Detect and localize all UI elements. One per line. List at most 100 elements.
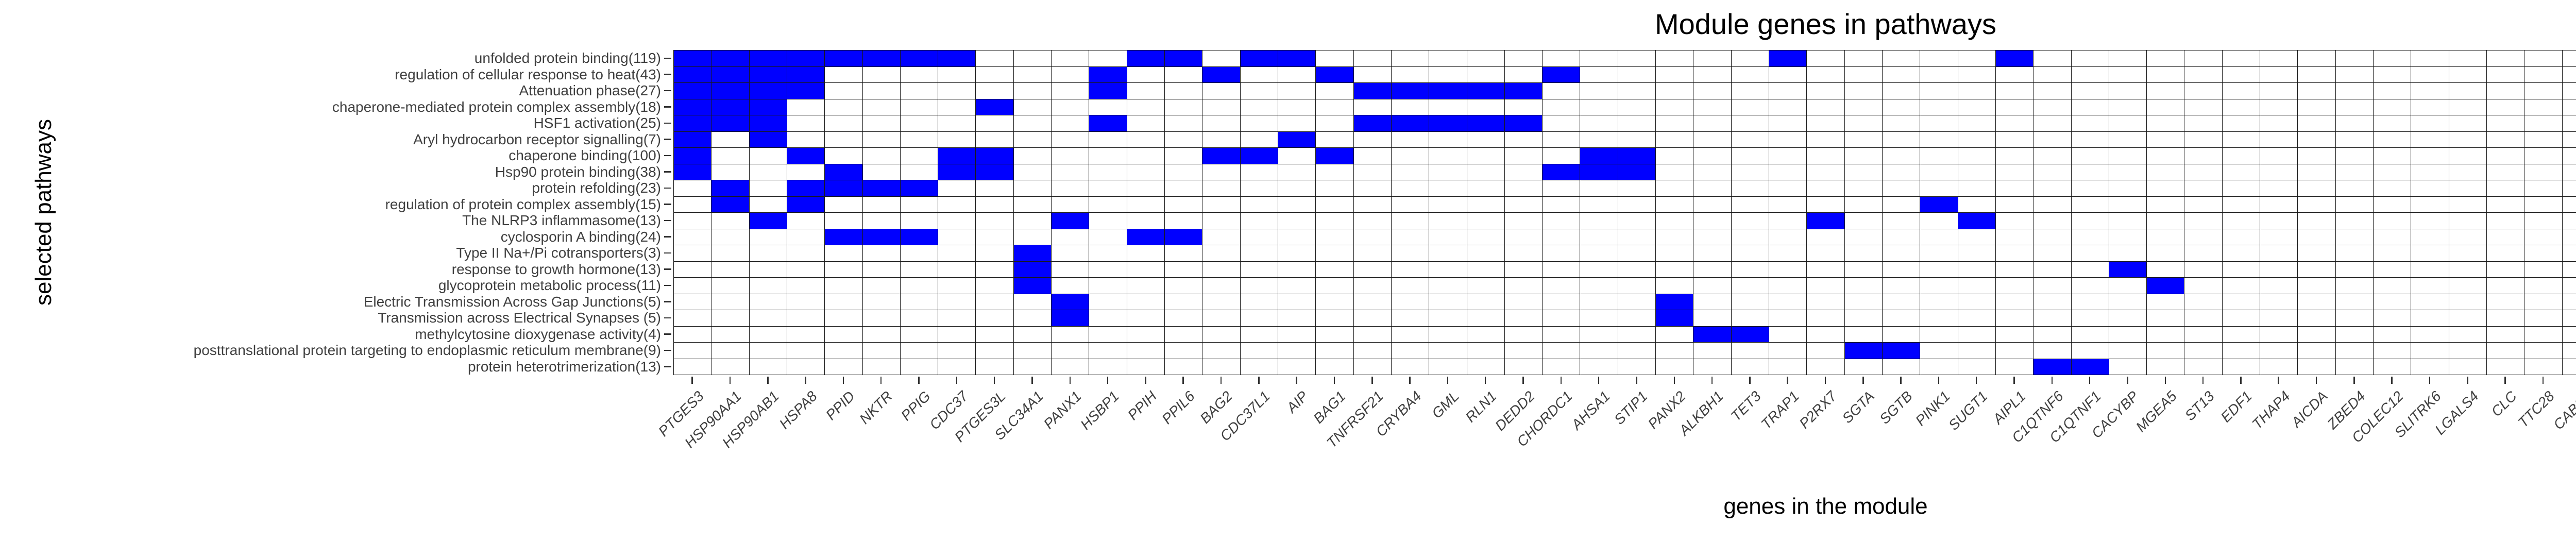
heatmap-cell bbox=[1165, 343, 1203, 359]
x-tick bbox=[1900, 377, 1902, 384]
heatmap-cell bbox=[1543, 196, 1581, 213]
heatmap-cell bbox=[2335, 359, 2374, 375]
heatmap-cell bbox=[1353, 229, 1392, 245]
heatmap-cell bbox=[1278, 148, 1316, 164]
heatmap-cell bbox=[1769, 83, 1807, 99]
y-tick bbox=[664, 219, 671, 221]
heatmap-cell bbox=[1618, 131, 1656, 148]
heatmap-cell bbox=[749, 148, 787, 164]
heatmap-cell bbox=[1052, 196, 1090, 213]
heatmap-cell bbox=[1731, 229, 1770, 245]
heatmap-cell bbox=[2562, 245, 2576, 262]
heatmap-cell bbox=[1958, 180, 1996, 197]
heatmap-cell bbox=[1429, 294, 1467, 310]
heatmap-cell bbox=[2335, 131, 2374, 148]
x-tick bbox=[2391, 377, 2393, 384]
heatmap-cell bbox=[1958, 131, 1996, 148]
x-tick bbox=[1522, 377, 1524, 384]
heatmap-cell bbox=[1052, 180, 1090, 197]
x-axis-label: SGTA bbox=[1839, 388, 1878, 427]
heatmap-cell bbox=[2335, 164, 2374, 180]
heatmap-cell bbox=[862, 213, 901, 229]
heatmap-cell bbox=[1807, 115, 1845, 132]
heatmap-cell bbox=[2374, 278, 2412, 294]
heatmap-cell bbox=[2033, 326, 2072, 343]
heatmap-cell bbox=[1429, 131, 1467, 148]
heatmap-cell bbox=[711, 310, 750, 327]
y-tick bbox=[664, 106, 671, 108]
y-tick bbox=[664, 236, 671, 238]
heatmap-cell bbox=[938, 50, 976, 67]
heatmap-cell bbox=[1316, 148, 1354, 164]
heatmap-cell bbox=[2374, 310, 2412, 327]
heatmap-cell bbox=[2449, 180, 2487, 197]
heatmap-cell bbox=[1127, 213, 1165, 229]
heatmap-cell bbox=[1882, 326, 1921, 343]
heatmap-cell bbox=[1958, 343, 1996, 359]
heatmap-cell bbox=[1202, 180, 1241, 197]
heatmap-cell bbox=[1543, 343, 1581, 359]
heatmap-cell bbox=[1656, 229, 1694, 245]
heatmap-cell bbox=[2147, 343, 2185, 359]
heatmap-cell bbox=[1052, 148, 1090, 164]
x-tick bbox=[1409, 377, 1411, 384]
heatmap-cell bbox=[938, 131, 976, 148]
heatmap-cell bbox=[2222, 261, 2261, 278]
heatmap-cell bbox=[2411, 359, 2449, 375]
heatmap-cell bbox=[1693, 148, 1732, 164]
x-axis-label: STIP1 bbox=[1611, 388, 1651, 428]
heatmap-cell bbox=[1543, 310, 1581, 327]
y-tick bbox=[664, 57, 671, 59]
heatmap-cell bbox=[1504, 99, 1543, 115]
heatmap-cell bbox=[1769, 131, 1807, 148]
heatmap-cell bbox=[1240, 278, 1278, 294]
heatmap-cell bbox=[2411, 213, 2449, 229]
heatmap-cell bbox=[2109, 99, 2147, 115]
heatmap-cell bbox=[1013, 83, 1052, 99]
heatmap-cell bbox=[2260, 148, 2298, 164]
heatmap-cell bbox=[2184, 343, 2223, 359]
heatmap-cell bbox=[1391, 83, 1430, 99]
heatmap-cell bbox=[1089, 278, 1127, 294]
heatmap-cell bbox=[976, 148, 1014, 164]
x-axis-label: AIP bbox=[1283, 388, 1311, 416]
heatmap-cell bbox=[1089, 229, 1127, 245]
heatmap-cell bbox=[2033, 343, 2072, 359]
heatmap-cell bbox=[1391, 115, 1430, 132]
heatmap-cell bbox=[2222, 359, 2261, 375]
heatmap-cell bbox=[1995, 115, 2034, 132]
heatmap-cell bbox=[2147, 196, 2185, 213]
x-tick bbox=[1031, 377, 1033, 384]
heatmap-cell bbox=[825, 180, 863, 197]
heatmap-cell bbox=[1240, 196, 1278, 213]
heatmap-cell bbox=[2184, 294, 2223, 310]
x-tick bbox=[1824, 377, 1826, 384]
heatmap-cell bbox=[1467, 115, 1505, 132]
heatmap-cell bbox=[1995, 83, 2034, 99]
heatmap-cell bbox=[1089, 148, 1127, 164]
heatmap-cell bbox=[2449, 148, 2487, 164]
heatmap-cell bbox=[862, 50, 901, 67]
heatmap-cell bbox=[2562, 131, 2576, 148]
heatmap-cell bbox=[1165, 196, 1203, 213]
heatmap-cell bbox=[749, 83, 787, 99]
heatmap-cell bbox=[1391, 180, 1430, 197]
heatmap-cell bbox=[1769, 310, 1807, 327]
x-tick bbox=[2504, 377, 2506, 384]
y-axis-label: HSF1 activation(25) bbox=[533, 115, 661, 131]
x-tick bbox=[1938, 377, 1940, 384]
heatmap-cell bbox=[2335, 66, 2374, 83]
heatmap-cell bbox=[711, 50, 750, 67]
heatmap-cell bbox=[1995, 50, 2034, 67]
heatmap-cell bbox=[1769, 359, 1807, 375]
heatmap-cell bbox=[2184, 50, 2223, 67]
heatmap-cell bbox=[1052, 326, 1090, 343]
heatmap-cell bbox=[2562, 261, 2576, 278]
heatmap-cell bbox=[1353, 66, 1392, 83]
heatmap-cell bbox=[2486, 213, 2525, 229]
heatmap-cell bbox=[711, 115, 750, 132]
heatmap-cell bbox=[1920, 180, 1958, 197]
heatmap-cell bbox=[1127, 131, 1165, 148]
heatmap-cell bbox=[1920, 294, 1958, 310]
heatmap-cell bbox=[2298, 245, 2336, 262]
